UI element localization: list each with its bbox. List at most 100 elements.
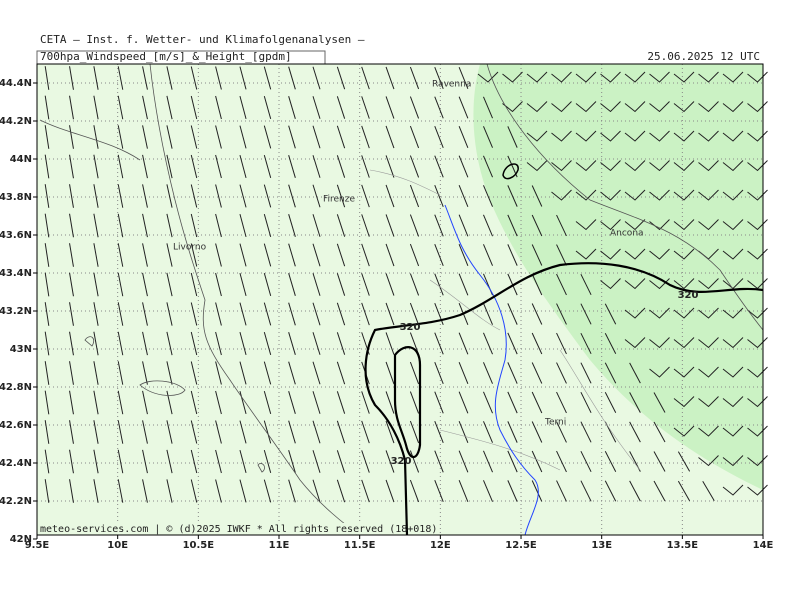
wind-barb [69, 243, 74, 267]
wind-barb [190, 66, 198, 90]
wind-barb [385, 302, 395, 326]
wind-barb [722, 366, 744, 378]
wind-barb [69, 154, 74, 179]
wind-barb [629, 392, 641, 413]
wind-barb [361, 450, 370, 473]
coastline-east [486, 63, 764, 331]
wind-barb [575, 189, 597, 201]
wind-barb [629, 362, 641, 384]
wind-barb [69, 420, 74, 444]
wind-barb [215, 479, 222, 503]
wind-barb [747, 396, 768, 408]
wind-barb [288, 125, 296, 149]
wind-barb [69, 272, 74, 297]
wind-barb [69, 95, 74, 120]
wind-barb [69, 184, 74, 208]
wind-barb [722, 337, 744, 349]
wind-barb [458, 332, 469, 355]
lat-label: 44.2N [0, 116, 32, 127]
wind-barb [69, 302, 74, 326]
wind-barb [166, 95, 173, 120]
lat-label: 42.4N [0, 458, 32, 469]
wind-barb [69, 449, 74, 474]
wind-barb [507, 450, 518, 473]
wind-barb [747, 455, 768, 467]
wind-barb [263, 243, 272, 267]
wind-barb [288, 479, 296, 503]
wind-barb [215, 420, 222, 444]
wind-barb [507, 244, 518, 266]
wind-barb [458, 480, 469, 502]
wind-barb [93, 479, 99, 503]
wind-barb [312, 273, 321, 296]
wind-barb [580, 332, 592, 355]
wind-barb [385, 155, 395, 178]
wind-barb [624, 130, 646, 142]
wind-barb [239, 95, 247, 120]
wind-barb [117, 361, 124, 385]
wind-barb [312, 155, 321, 178]
wind-barb [215, 95, 222, 120]
wind-barb [44, 390, 50, 415]
wind-barb [336, 273, 346, 296]
wind-barb [434, 66, 444, 90]
wind-barb [117, 302, 124, 326]
wind-barb [239, 213, 247, 238]
wind-barb [312, 450, 321, 473]
wind-barb [44, 125, 50, 149]
wind-barb [434, 273, 444, 296]
wind-barb [385, 214, 395, 237]
wind-barb [747, 160, 768, 172]
wind-barb [385, 479, 395, 503]
wind-barb [117, 390, 124, 415]
grid [37, 64, 763, 535]
wind-barb [44, 361, 50, 385]
wind-barb [336, 214, 346, 237]
wind-barb [434, 302, 444, 326]
wind-barb [551, 160, 572, 172]
wind-barb [649, 248, 670, 260]
wind-barb [93, 243, 99, 267]
wind-barb [629, 421, 641, 443]
header-product: 700hpa_Windspeed_[m/s]_&_Height_[gpdm] [40, 50, 292, 63]
wind-barb [44, 449, 50, 474]
wind-barb [93, 420, 99, 444]
wind-barb [239, 331, 247, 356]
wind-barb [166, 213, 173, 238]
wind-barb [288, 361, 296, 385]
shading-zone [473, 64, 763, 490]
city-label: Ancona [610, 229, 644, 239]
wind-barb [117, 95, 124, 120]
wind-barb [556, 273, 567, 296]
wind-barb [556, 421, 567, 443]
wind-barb [263, 66, 272, 90]
islands [84, 336, 265, 473]
wind-barb [44, 154, 50, 179]
wind-barb [434, 361, 444, 385]
wind-barb [93, 390, 99, 415]
wind-barb [385, 420, 395, 444]
wind-barb [312, 243, 321, 267]
wind-barb [575, 160, 597, 172]
wind-barb [239, 243, 247, 267]
wind-barb [575, 130, 597, 142]
wind-barb [580, 421, 592, 443]
wind-barb [458, 96, 469, 119]
wind-barb [215, 390, 222, 415]
lon-label: 9.5E [25, 540, 50, 551]
wind-barb [44, 213, 50, 238]
wind-barb [69, 479, 74, 503]
wind-barb [117, 243, 124, 267]
wind-barb [44, 331, 50, 356]
coastline-west [149, 63, 361, 536]
lat-label: 42.8N [0, 382, 32, 393]
wind-barb [483, 450, 493, 473]
wind-barb [336, 125, 346, 149]
wind-barb [507, 303, 518, 325]
city-label: Ravenna [432, 80, 471, 90]
wind-barb [458, 362, 469, 384]
wind-barb [93, 95, 99, 120]
wind-barb [531, 480, 543, 502]
wind-barb [93, 213, 99, 238]
wind-barb [142, 154, 148, 179]
